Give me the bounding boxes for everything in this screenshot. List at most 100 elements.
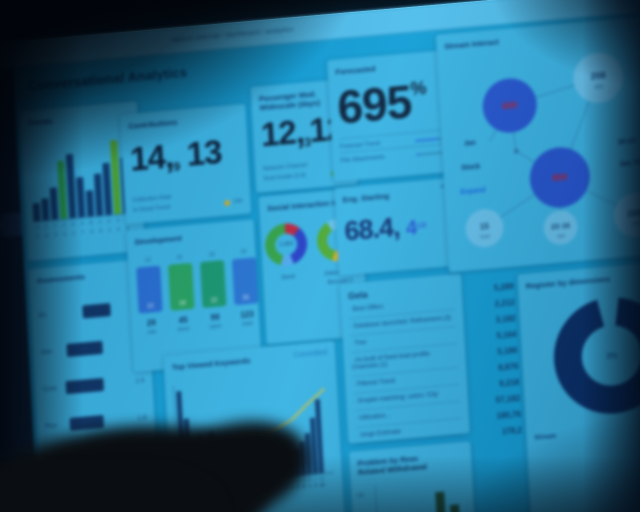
progress-fill: [416, 153, 420, 156]
kpi-value-main: 695: [336, 75, 413, 134]
tick-label: 18: [319, 481, 325, 488]
bar: [69, 415, 104, 431]
footnote: Collection Rate: [132, 194, 172, 205]
problem-y-labels: 15k7.5k1k: [356, 492, 369, 512]
tick-label: 18: [319, 475, 325, 482]
footnote: Network Channel: [262, 162, 308, 173]
trends-bar-chart: [28, 128, 136, 223]
right-label: Jan 75: [619, 159, 640, 168]
node-value: 208: [590, 70, 606, 81]
tick-label: 1: [314, 476, 317, 482]
tick-label: 1: [44, 224, 48, 231]
kpi-title: Forecasted: [335, 64, 376, 77]
tile-inner-value: 18: [178, 300, 186, 308]
page-title: Conversational Analytics: [27, 64, 188, 94]
row-label: Adv: [40, 348, 53, 357]
bar: [76, 177, 86, 218]
y-tick-label: 15k: [356, 492, 365, 500]
tile-block: 22: [200, 260, 227, 309]
development-tile[interactable]: 12 12 29 rate: [136, 257, 164, 337]
network-card: Stream Interact: [435, 14, 640, 273]
tick-label: 7: [53, 223, 57, 230]
register-footer: Stream 4,018: [534, 420, 640, 442]
development-tiles: 12 12 29 rate 31 18 45 done: [136, 249, 259, 337]
row-label: Plus: [44, 422, 58, 431]
row-label: B1: [38, 311, 47, 320]
tile-number: 45: [178, 315, 188, 326]
bar: [66, 340, 103, 357]
legend-text: 13h: [232, 198, 243, 206]
donut-center-value: 2,464: [279, 240, 294, 249]
keywords-right-label[interactable]: Committed: [293, 349, 328, 360]
node-value: 800: [552, 172, 568, 183]
node-value: 1008: [627, 208, 640, 219]
assessment-row[interactable]: Core 2.5: [43, 374, 145, 396]
development-tile[interactable]: 31 18 45 done: [168, 254, 196, 334]
development-tile[interactable]: 24 31 123 total: [231, 248, 259, 328]
side-label-link[interactable]: Expand: [460, 187, 486, 196]
tick-label: 4: [90, 229, 94, 236]
tile-inner-value: 12: [146, 303, 154, 310]
assessment-row[interactable]: B1 45: [38, 300, 141, 322]
tile-label: done: [177, 326, 191, 334]
kpi-value: 14,9 13: [129, 133, 241, 178]
tile-number: 99: [210, 312, 220, 323]
kpi-value-main: 12,: [259, 112, 305, 154]
tick-label: 8: [302, 483, 306, 489]
kpi-value: 695%: [336, 75, 444, 134]
bar: [82, 303, 112, 319]
tick-label: 5: [314, 482, 318, 488]
tile-inner-value: 31: [242, 294, 250, 302]
donut-chart-1: 2,464: [264, 221, 309, 268]
assessment-row[interactable]: Adv 3.4: [40, 337, 143, 359]
kpi-value-main: 68.4,: [343, 211, 401, 247]
tick-label: 2: [36, 234, 40, 241]
node-value: 23 16: [551, 221, 570, 232]
kpi-progress-rows: Forecast Trend File Attachments: [339, 129, 449, 167]
bar: [49, 187, 59, 220]
development-tile[interactable]: 18 22 99 open: [199, 251, 227, 331]
node-sub: 400: [594, 84, 603, 91]
tick-label: 2: [98, 219, 102, 226]
tile-top-label: 31: [176, 254, 183, 262]
kpi-title: Contributions: [128, 117, 178, 131]
tile-block: 31: [231, 257, 259, 306]
assessments-title: Assessments: [36, 272, 86, 286]
sidebar-item[interactable]: Help: [0, 281, 26, 309]
tile-label: open: [209, 323, 222, 331]
bar: [93, 173, 104, 216]
footnote: Seat Inside (2,4): [263, 172, 307, 183]
tick-label: 2: [308, 483, 312, 489]
tile-inner-value: 22: [210, 297, 218, 305]
tick-label: 8: [45, 233, 49, 240]
kpi-card-rating: Eng. Starting ≡ + 68.4, 44.38: [334, 177, 461, 277]
tick-label: 4: [35, 225, 39, 232]
problem-card: Problem by Reas Related Withdrawal 15k7.…: [348, 441, 479, 512]
tick-label: 2: [62, 222, 66, 229]
register-donut-chart: 3%: [550, 292, 640, 419]
tile-top-label: 24: [240, 249, 247, 256]
bar: [32, 202, 41, 222]
register-card: Register by dimensions 3% Stream 4,018: [517, 258, 640, 512]
bar-track: [58, 339, 127, 358]
donut-center-value: 3%: [605, 350, 618, 361]
kpi-footnotes: Network Channel Seat Inside (2,4): [263, 162, 308, 186]
node-value: 600: [502, 100, 518, 111]
gela-list: · Best Offers · Database launched: Refine…: [348, 292, 463, 445]
row-label: Core: [42, 385, 58, 394]
kpi-footnotes: Collection Rate In Good Trend: [132, 194, 172, 217]
kpi-title: Eng. Starting: [342, 191, 390, 205]
side-label: Jan: [464, 140, 476, 148]
kpi-value: 68.4, 44.38: [344, 207, 451, 247]
right-label: 20-13: [618, 138, 636, 147]
donut-1-wrap: 2,464 Send: [264, 221, 310, 293]
tile-number: 29: [146, 318, 157, 328]
bar: [110, 139, 122, 215]
tick-label: 3: [54, 232, 58, 239]
bar-track: [60, 376, 129, 395]
url-bar[interactable]: reports-internal / dashboard / analytics: [171, 26, 294, 44]
bar: [102, 162, 113, 216]
tile-block: 12: [136, 265, 163, 314]
node-value: 15: [480, 222, 490, 232]
bar: [449, 504, 463, 512]
